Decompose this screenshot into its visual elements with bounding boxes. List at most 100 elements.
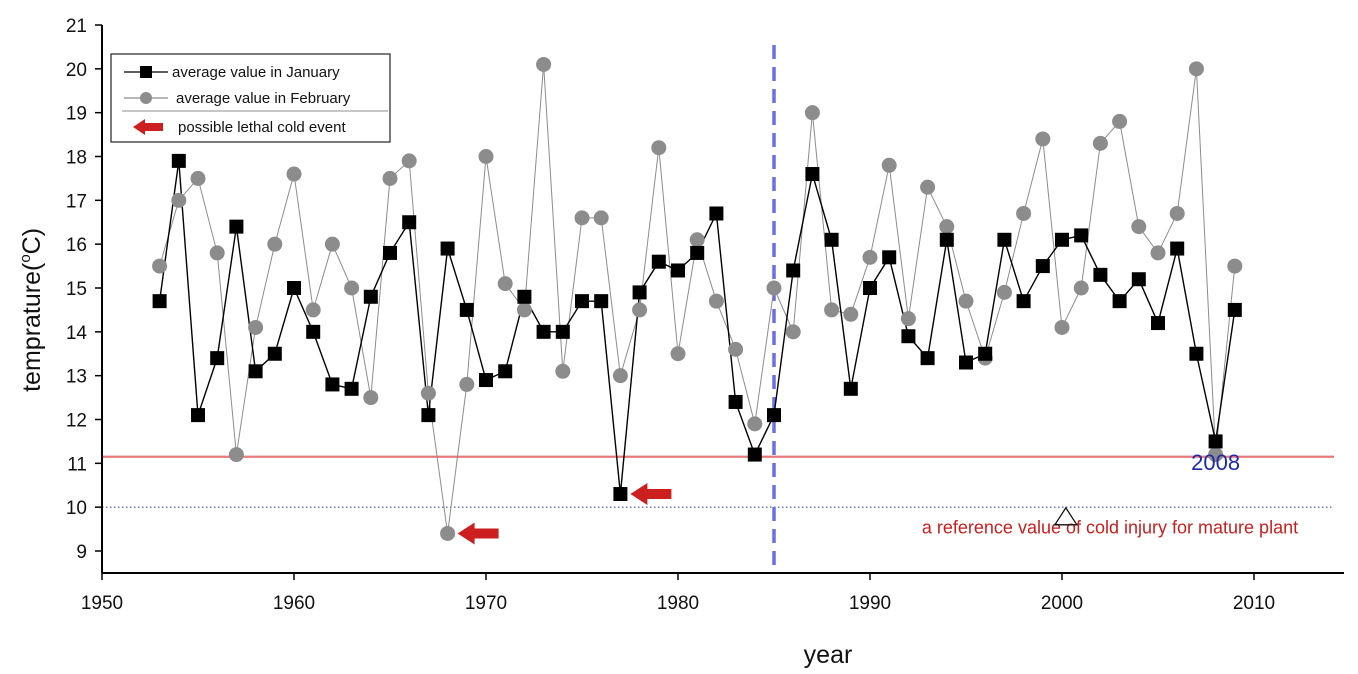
january-point <box>863 281 877 295</box>
february-point <box>766 280 782 296</box>
legend-february-marker <box>140 92 152 104</box>
february-point <box>478 149 494 164</box>
y-tick-label: 21 <box>66 16 87 37</box>
february-point <box>344 280 360 296</box>
february-point <box>536 56 552 72</box>
january-point <box>1074 228 1089 243</box>
february-point <box>382 170 398 186</box>
february-point <box>670 346 686 362</box>
february-point <box>267 236 283 252</box>
february-point <box>1092 135 1108 151</box>
february-point <box>574 210 590 226</box>
january-point <box>997 232 1012 247</box>
february-point <box>632 302 648 318</box>
x-tick-label: 2000 <box>1041 593 1083 614</box>
january-point <box>824 232 839 247</box>
february-point <box>1169 205 1185 221</box>
january-point <box>805 167 820 182</box>
y-axis-title-main: temprature( <box>18 262 46 392</box>
january-point <box>632 285 647 300</box>
january-point <box>1170 241 1185 256</box>
january-point <box>344 381 359 396</box>
february-point <box>1112 113 1128 129</box>
february-point <box>1054 319 1070 335</box>
january-point <box>1189 346 1204 361</box>
axes <box>101 25 1344 574</box>
february-point <box>939 219 955 235</box>
january-point <box>1208 434 1223 449</box>
january-point <box>1227 302 1242 317</box>
annotations-layer: 2008 a reference value of cold injury for… <box>457 450 1298 545</box>
y-tick-label: 10 <box>66 498 87 519</box>
january-point <box>959 355 973 370</box>
february-point <box>996 284 1012 300</box>
february-point <box>1188 61 1204 77</box>
february-point <box>708 293 724 309</box>
january-point <box>306 324 321 339</box>
january-point <box>901 329 916 344</box>
y-tick-label: 15 <box>66 279 87 300</box>
february-point <box>363 390 379 406</box>
y-tick-label: 16 <box>66 235 87 256</box>
january-point <box>229 219 244 234</box>
x-axis-title: year <box>804 641 853 669</box>
january-point <box>1093 267 1108 282</box>
january-point <box>594 294 609 309</box>
reference-text: a reference value of cold injury for mat… <box>922 517 1298 537</box>
february-point <box>862 249 878 265</box>
y-ticks: 9 10 11 12 13 14 15 16 17 18 19 20 21 <box>66 16 102 563</box>
february-point <box>843 306 859 322</box>
february-point <box>497 276 513 292</box>
reference-lines <box>102 45 1334 573</box>
january-point <box>786 263 801 278</box>
january-point <box>191 408 205 423</box>
february-point <box>1016 205 1032 221</box>
january-point <box>1055 232 1069 247</box>
january-point <box>747 447 762 462</box>
y-tick-label: 11 <box>67 454 87 475</box>
january-point <box>402 215 417 230</box>
y-axis-title-degree: o <box>17 254 34 262</box>
february-point <box>305 302 321 318</box>
january-point <box>498 364 513 379</box>
january-point <box>978 346 993 361</box>
y-axis-title-unit: C) <box>18 228 46 254</box>
y-tick-label: 18 <box>66 148 87 169</box>
series-layer <box>152 56 1243 541</box>
february-point <box>555 363 571 379</box>
january-point <box>479 373 493 388</box>
january-point <box>1112 294 1127 309</box>
x-tick-label: 1970 <box>465 593 507 614</box>
february-point <box>612 368 628 384</box>
february-point <box>593 210 609 226</box>
january-point <box>152 294 167 309</box>
february-point <box>228 447 244 463</box>
january-point <box>651 254 666 269</box>
february-point <box>804 105 820 121</box>
january-point <box>363 289 378 304</box>
january-point <box>421 408 436 423</box>
february-point <box>420 385 436 401</box>
january-point <box>690 245 705 260</box>
february-point <box>440 525 456 541</box>
february-point <box>881 157 897 173</box>
february-point <box>190 170 206 186</box>
january-point <box>171 153 186 168</box>
february-point <box>1208 447 1224 463</box>
january-point <box>440 241 455 256</box>
january-point <box>939 232 954 247</box>
january-point <box>671 263 685 278</box>
legend: average value in January average value i… <box>110 53 391 143</box>
february-point <box>459 376 475 392</box>
february-point <box>1150 245 1166 261</box>
february-point <box>152 258 168 274</box>
january-point <box>325 377 340 392</box>
january-point <box>555 324 570 339</box>
january-point <box>767 408 781 423</box>
lethal-cold-arrow-icon <box>457 522 499 545</box>
january-point <box>1016 294 1031 309</box>
february-point <box>171 192 187 208</box>
y-tick-label: 9 <box>76 542 87 563</box>
january-point <box>536 324 551 339</box>
